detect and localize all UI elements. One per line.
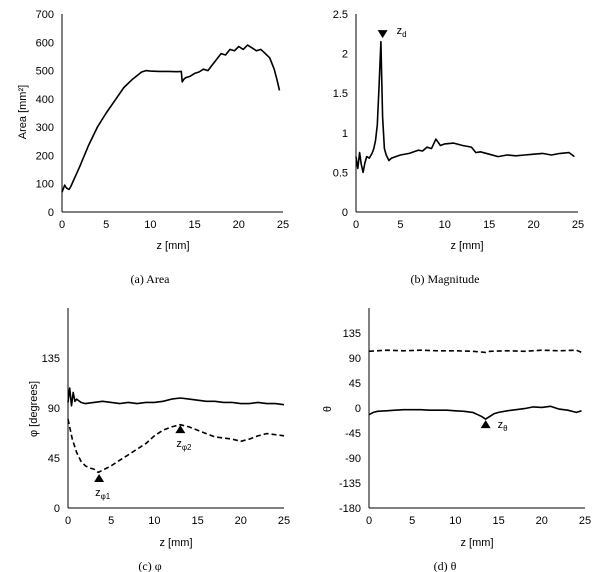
x-tick-label: 15 — [191, 515, 203, 527]
ylabel-theta: θ — [322, 406, 334, 412]
y-tick-label: 0 — [54, 503, 60, 515]
y-tick-label: 400 — [36, 94, 54, 106]
y-tick-label: 0 — [355, 403, 361, 415]
panel-phi: φ [degrees] z [mm] (c) φ 0 5 10 15 20 25 0 45 90… — [28, 308, 290, 572]
x-tick-label: 0 — [366, 515, 372, 527]
series-line-solid — [368, 405, 582, 420]
x-tick-label: 20 — [527, 219, 539, 231]
x-tick-label: 5 — [108, 515, 114, 527]
x-tick-label: 0 — [59, 219, 65, 231]
caption-phi: (c) φ — [138, 559, 161, 572]
x-tick-label: 15 — [188, 219, 200, 231]
series-line-dashed — [368, 349, 582, 354]
y-tick-label: -90 — [345, 453, 361, 465]
x-tick-label: 5 — [409, 515, 415, 527]
y-tick-label: 45 — [48, 453, 60, 465]
ylabel-area: Area [mm²] — [17, 85, 29, 139]
x-tick-label: 0 — [353, 219, 359, 231]
y-tick-label: 90 — [349, 353, 361, 365]
y-tick-label: 45 — [349, 378, 361, 390]
xlabel-area: z [mm] — [157, 240, 190, 252]
annotation-marker — [377, 30, 388, 39]
x-tick-label: 5 — [103, 219, 109, 231]
y-tick-label: 100 — [36, 179, 54, 191]
x-tick-label: 15 — [483, 219, 495, 231]
xlabel-phi: z [mm] — [160, 537, 193, 549]
x-tick-label: 15 — [492, 515, 504, 527]
x-tick-label: 20 — [235, 515, 247, 527]
y-tick-label: 135 — [42, 353, 60, 365]
y-tick-label: 2 — [342, 49, 348, 61]
xlabel-magnitude: z [mm] — [451, 240, 484, 252]
panel-magnitude: z [mm] (b) Magnitude 0 5 10 15 20 25 0 0.5 1 1.5 2… — [333, 9, 584, 286]
x-tick-label: 20 — [536, 515, 548, 527]
annotation-label: zd — [397, 25, 407, 39]
caption-theta: (d) θ — [434, 559, 457, 572]
y-tick-label: 1 — [342, 128, 348, 140]
x-tick-label: 5 — [397, 219, 403, 231]
series-line-solid — [355, 40, 575, 174]
y-tick-label: 2.5 — [333, 9, 348, 21]
panel-area: Area [mm²] z [mm] (a) Area 0 5 10 15 20 25 0 10… — [17, 9, 289, 286]
y-tick-label: 700 — [36, 9, 54, 21]
y-tick-label: 0.5 — [333, 167, 348, 179]
annotation-label: zφ2 — [176, 438, 192, 452]
x-tick-label: 10 — [449, 515, 461, 527]
caption-area: (a) Area — [131, 272, 171, 286]
series-line-solid — [61, 44, 281, 193]
y-tick-label: 90 — [48, 403, 60, 415]
series-line-solid — [67, 387, 285, 407]
series-line-dashed — [67, 418, 285, 474]
y-tick-label: 300 — [36, 122, 54, 134]
x-tick-label: 25 — [579, 515, 591, 527]
y-tick-label: 600 — [36, 37, 54, 49]
y-tick-label: -45 — [345, 428, 361, 440]
x-tick-label: 25 — [572, 219, 584, 231]
y-tick-label: 1.5 — [333, 88, 348, 100]
annotation-marker — [480, 420, 491, 429]
ylabel-phi: φ [degrees] — [28, 381, 40, 437]
annotation-label: zφ1 — [95, 487, 111, 501]
y-tick-label: 0 — [48, 207, 54, 219]
x-tick-label: 10 — [144, 219, 156, 231]
x-tick-label: 10 — [439, 219, 451, 231]
y-tick-label: 135 — [343, 328, 361, 340]
annotation-marker — [94, 474, 105, 482]
y-tick-label: 500 — [36, 66, 54, 78]
y-tick-label: -135 — [339, 478, 361, 490]
panel-theta: θ z [mm] (d) θ 0 5 10 15 20 25 -180 -135 -90 -45 0… — [322, 308, 591, 572]
x-tick-label: 20 — [233, 219, 245, 231]
y-tick-label: 0 — [342, 207, 348, 219]
xlabel-theta: z [mm] — [461, 537, 494, 549]
annotation-label: zθ — [498, 419, 509, 433]
x-tick-label: 25 — [277, 219, 289, 231]
annotation-marker — [175, 425, 186, 434]
y-tick-label: -180 — [339, 503, 361, 515]
caption-magnitude: (b) Magnitude — [411, 272, 480, 286]
x-tick-label: 10 — [148, 515, 160, 527]
x-tick-label: 25 — [278, 515, 290, 527]
x-tick-label: 0 — [65, 515, 71, 527]
y-tick-label: 200 — [36, 150, 54, 162]
